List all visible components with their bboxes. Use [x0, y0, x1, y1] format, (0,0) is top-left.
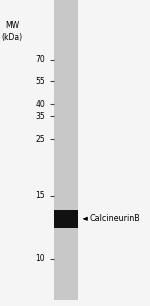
Text: 25: 25 [35, 135, 45, 144]
Text: MW
(kDa): MW (kDa) [2, 21, 22, 42]
Text: 70: 70 [35, 55, 45, 64]
Bar [54, 0, 78, 300]
Text: Rat brain: Rat brain [60, 0, 92, 2]
Text: 35: 35 [35, 112, 45, 121]
Text: 40: 40 [35, 99, 45, 109]
Text: 55: 55 [35, 76, 45, 86]
Text: CalcineurinB: CalcineurinB [90, 214, 141, 223]
Text: 10: 10 [35, 254, 45, 263]
Bar [54, 210, 78, 228]
Text: 15: 15 [35, 191, 45, 200]
